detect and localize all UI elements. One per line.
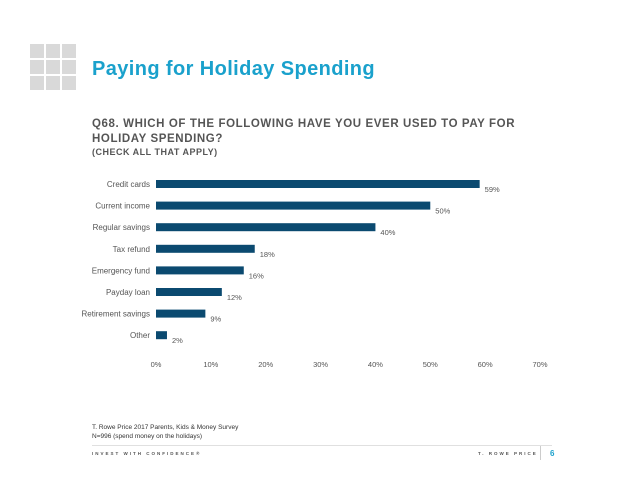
- bar: [156, 223, 376, 232]
- data-label: 16%: [249, 271, 264, 280]
- footer-brand: T. ROWE PRICE: [478, 451, 538, 456]
- x-tick-label: 0%: [151, 360, 162, 368]
- x-tick-label: 50%: [423, 360, 438, 368]
- data-label: 18%: [260, 250, 275, 259]
- data-label: 40%: [380, 228, 395, 237]
- bar: [156, 180, 480, 188]
- bar: [156, 201, 431, 210]
- x-tick-label: 60%: [478, 360, 493, 368]
- category-label: Current income: [95, 202, 150, 211]
- x-tick-label: 20%: [258, 360, 273, 368]
- data-label: 12%: [227, 293, 242, 302]
- logo-square: [30, 60, 44, 74]
- logo-square: [46, 76, 60, 90]
- category-label: Retirement savings: [82, 310, 150, 319]
- x-tick-label: 40%: [368, 360, 383, 368]
- footer-separator: [540, 446, 541, 460]
- logo-square: [62, 44, 76, 58]
- logo-square: [46, 44, 60, 58]
- footer-divider: [92, 445, 552, 446]
- category-label: Emergency fund: [92, 266, 150, 275]
- bar: [156, 309, 206, 318]
- logo-square: [30, 44, 44, 58]
- survey-instruction: (CHECK ALL THAT APPLY): [92, 147, 218, 157]
- bar: [156, 288, 222, 296]
- source-line: T. Rowe Price 2017 Parents, Kids & Money…: [92, 424, 239, 431]
- data-label: 59%: [485, 185, 500, 194]
- bar: [156, 331, 167, 340]
- logo-square: [62, 60, 76, 74]
- bar: [156, 266, 244, 275]
- x-tick-label: 70%: [532, 360, 547, 368]
- category-label: Other: [130, 331, 150, 340]
- category-label: Regular savings: [93, 223, 150, 232]
- data-label: 2%: [172, 336, 183, 345]
- bar: [156, 244, 255, 253]
- logo-square: [62, 76, 76, 90]
- logo-square: [46, 60, 60, 74]
- category-label: Payday loan: [106, 288, 150, 297]
- page-title: Paying for Holiday Spending: [92, 58, 376, 80]
- survey-question: Q68. WHICH OF THE FOLLOWING HAVE YOU EVE…: [92, 118, 516, 145]
- x-tick-label: 10%: [203, 360, 218, 368]
- x-tick-label: 30%: [313, 360, 328, 368]
- category-label: Credit cards: [107, 180, 150, 189]
- logo-grid: [30, 44, 76, 90]
- footer-tagline: INVEST WITH CONFIDENCE®: [92, 451, 202, 456]
- bar-chart: Credit cards 59% Current income 50% Regular …: [82, 180, 548, 368]
- page-number: 6: [550, 449, 555, 458]
- sample-size-line: N=996 (spend money on the holidays): [92, 433, 203, 440]
- logo-square: [30, 76, 44, 90]
- category-label: Tax refund: [113, 245, 150, 254]
- data-label: 50%: [435, 207, 450, 216]
- data-label: 9%: [210, 315, 221, 324]
- source-note: T. Rowe Price 2017 Parents, Kids & Money…: [92, 423, 238, 441]
